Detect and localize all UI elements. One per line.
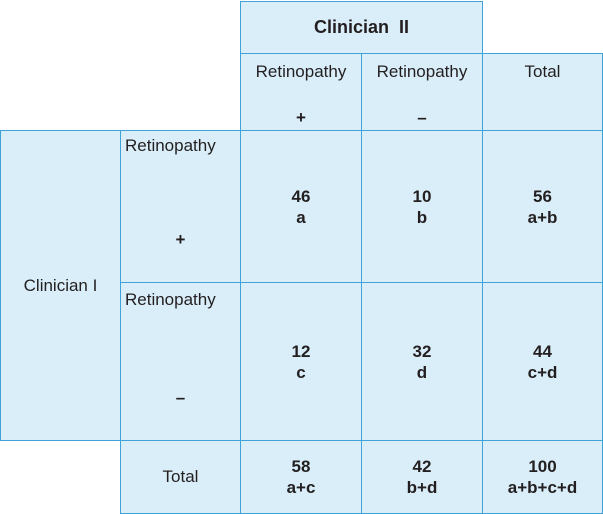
clinician-ii-header: Clinician II bbox=[240, 1, 483, 54]
cell-formula: a+c bbox=[286, 478, 316, 497]
col-header-label: Retinopathy bbox=[255, 62, 347, 81]
table-cell-row1-total: 56 a+b bbox=[482, 130, 603, 283]
clinician-i-label: Clinician I bbox=[23, 275, 98, 295]
cell-value: 44 bbox=[533, 341, 552, 361]
table-cell-b: 10 b bbox=[361, 130, 483, 283]
row-header-sign: + bbox=[175, 230, 186, 249]
col-header-retinopathy-negative: Retinopathy – bbox=[361, 53, 483, 131]
cell-formula: c+d bbox=[527, 362, 558, 382]
clinician-ii-title: Clinician II bbox=[313, 17, 410, 37]
row-header-total: Total bbox=[120, 440, 241, 514]
cell-formula: c bbox=[296, 362, 306, 382]
col-header-retinopathy-positive: Retinopathy + bbox=[240, 53, 362, 131]
col-header-sign: + bbox=[296, 108, 306, 127]
cell-value: 12 bbox=[291, 341, 311, 361]
col-header-label: Retinopathy bbox=[376, 62, 468, 81]
table-cell-col2-total: 42 b+d bbox=[361, 440, 483, 514]
cell-value: 32 bbox=[412, 341, 432, 361]
col-header-sign: – bbox=[417, 108, 427, 127]
table-cell-grand-total: 100 a+b+c+d bbox=[482, 440, 603, 514]
col-header-total: Total bbox=[482, 53, 603, 131]
cell-value: 42 bbox=[412, 457, 432, 476]
cell-value: 56 bbox=[533, 186, 552, 206]
row-header-sign: – bbox=[175, 388, 186, 407]
cell-formula: b bbox=[416, 207, 428, 227]
cell-value: 10 bbox=[412, 186, 432, 206]
table-cell-a: 46 a bbox=[240, 130, 362, 283]
row-header-retinopathy-positive: Retinopathy + bbox=[120, 130, 241, 283]
row-header-retinopathy-negative: Retinopathy – bbox=[120, 282, 241, 441]
cell-value: 100 bbox=[528, 457, 557, 476]
cell-formula: a+b bbox=[527, 207, 558, 227]
table-cell-d: 32 d bbox=[361, 282, 483, 441]
row-header-label: Retinopathy bbox=[125, 290, 216, 309]
table-cell-c: 12 c bbox=[240, 282, 362, 441]
table-cell-row2-total: 44 c+d bbox=[482, 282, 603, 441]
cell-formula: b+d bbox=[406, 478, 438, 497]
cell-value: 58 bbox=[291, 457, 311, 476]
cell-formula: d bbox=[416, 362, 428, 382]
cell-formula: a+b+c+d bbox=[507, 478, 578, 497]
row-header-label: Retinopathy bbox=[125, 136, 216, 155]
clinician-i-header: Clinician I bbox=[0, 130, 121, 441]
cell-value: 46 bbox=[291, 186, 311, 206]
cell-formula: a bbox=[296, 207, 306, 227]
row-header-total-label: Total bbox=[162, 467, 199, 486]
table-cell-col1-total: 58 a+c bbox=[240, 440, 362, 514]
col-header-total-label: Total bbox=[524, 62, 561, 81]
